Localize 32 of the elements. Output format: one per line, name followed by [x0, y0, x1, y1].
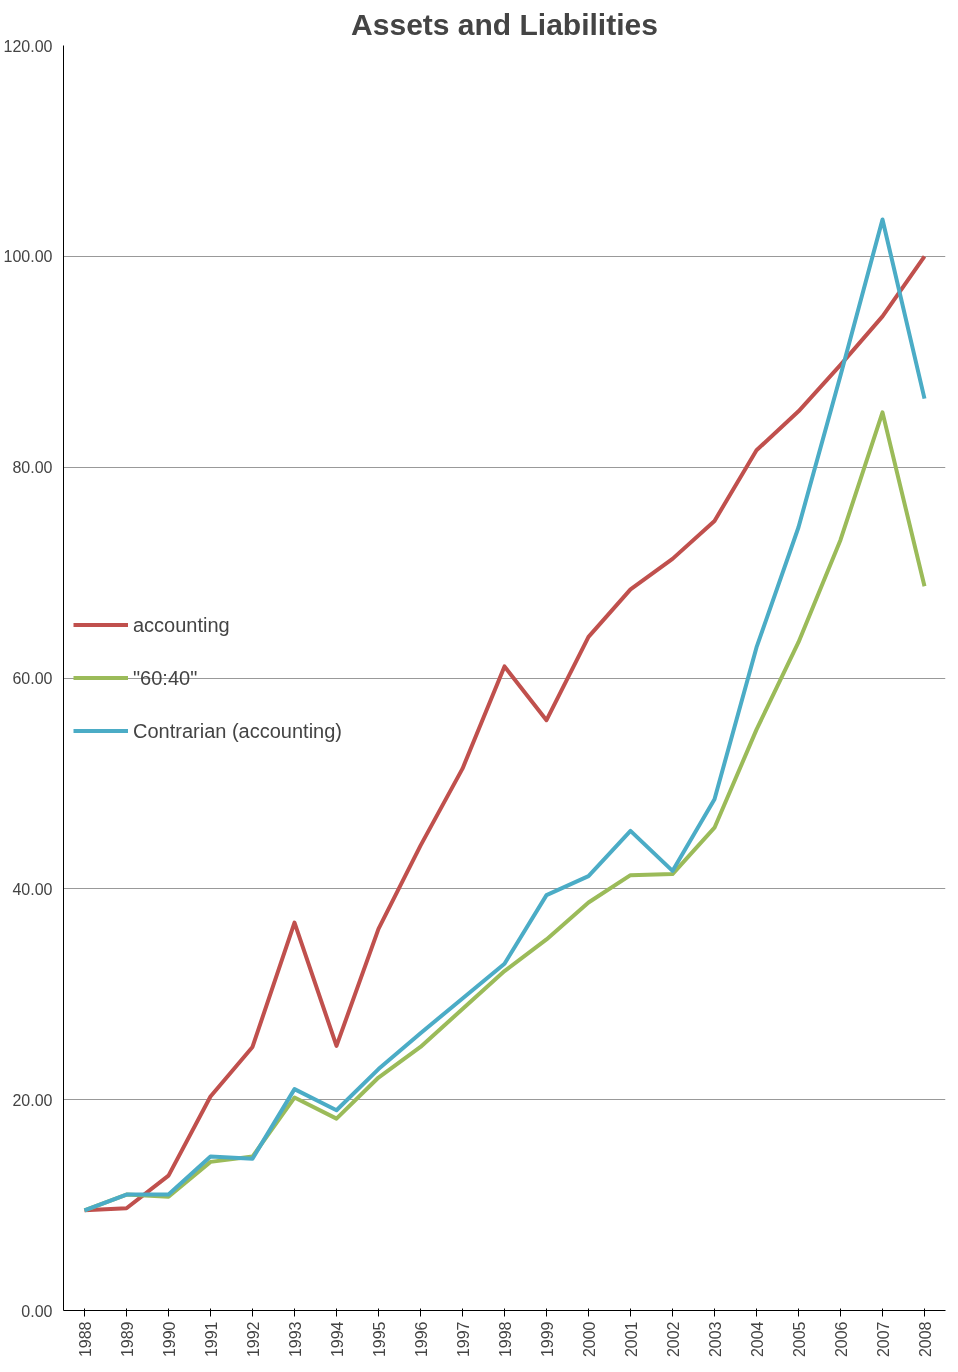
x-tick-label: 1996 [412, 1321, 430, 1358]
legend-label: Contrarian (accounting) [133, 719, 342, 742]
y-tick-label: 80.00 [12, 459, 53, 477]
x-tick-label: 1988 [76, 1321, 94, 1358]
x-tick-label: 1998 [496, 1321, 514, 1358]
y-tick-label: 20.00 [12, 1091, 53, 1109]
x-tick-label: 1999 [538, 1321, 556, 1358]
x-tick-label: 1992 [244, 1321, 262, 1358]
x-tick-label: 1993 [286, 1321, 304, 1358]
legend-label: accounting [133, 613, 230, 636]
y-tick-label: 60.00 [12, 670, 53, 687]
legend-label: "60:40" [133, 666, 198, 689]
y-tick-label: 0.00 [21, 1302, 53, 1320]
x-tick-label: 1995 [370, 1321, 388, 1358]
x-tick-label: 2007 [874, 1321, 892, 1358]
y-tick-label: 100.00 [3, 248, 53, 266]
y-tick-label: 120.00 [3, 37, 53, 55]
x-tick-label: 2001 [622, 1321, 640, 1358]
x-tick-label: 2008 [916, 1321, 934, 1358]
x-tick-label: 2000 [580, 1321, 598, 1358]
x-tick-label: 1989 [118, 1321, 136, 1358]
x-tick-label: 1991 [202, 1321, 220, 1358]
x-tick-label: 1997 [454, 1321, 472, 1358]
x-tick-label: 2005 [790, 1321, 808, 1358]
x-tick-label: 2004 [748, 1321, 766, 1358]
y-tick-label: 40.00 [12, 880, 53, 898]
x-tick-label: 2006 [832, 1321, 850, 1358]
x-tick-label: 1990 [160, 1321, 178, 1358]
x-tick-label: 2003 [706, 1321, 724, 1358]
x-tick-label: 1994 [328, 1321, 346, 1358]
chart-title: Assets and Liabilities [351, 7, 658, 41]
x-tick-label: 2002 [664, 1321, 682, 1358]
